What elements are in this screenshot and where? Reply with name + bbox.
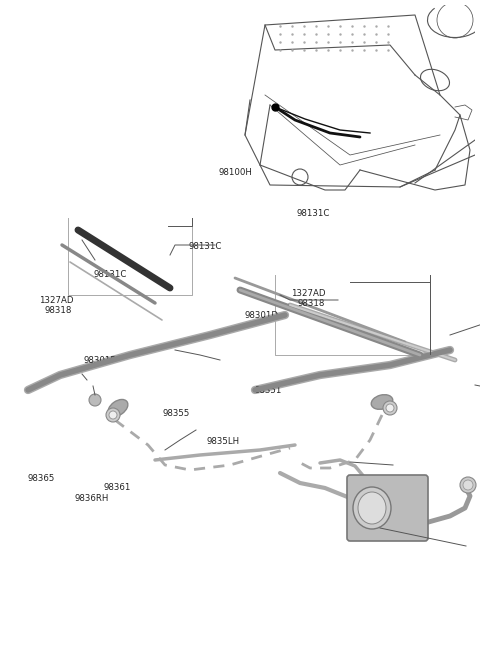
Text: 98318: 98318 <box>45 306 72 315</box>
Text: 98355: 98355 <box>162 409 190 419</box>
Ellipse shape <box>108 399 128 417</box>
Text: 98301P: 98301P <box>84 355 117 365</box>
Ellipse shape <box>358 492 386 524</box>
Text: 1327AD: 1327AD <box>39 296 74 306</box>
Text: 98131C: 98131C <box>189 242 222 251</box>
Text: 98131C: 98131C <box>297 209 330 218</box>
Text: 98361: 98361 <box>103 483 131 492</box>
Circle shape <box>109 411 117 419</box>
Text: 98365: 98365 <box>28 474 55 483</box>
Circle shape <box>460 477 476 493</box>
Circle shape <box>106 408 120 422</box>
Circle shape <box>463 480 473 490</box>
Text: 98131C: 98131C <box>94 270 127 279</box>
Text: 9836RH: 9836RH <box>74 493 109 503</box>
Ellipse shape <box>353 487 391 529</box>
Circle shape <box>386 404 394 412</box>
Ellipse shape <box>371 395 393 409</box>
FancyBboxPatch shape <box>347 475 428 541</box>
Circle shape <box>89 394 101 406</box>
Text: 9835LH: 9835LH <box>206 437 240 446</box>
Circle shape <box>383 401 397 415</box>
Text: 98100H: 98100H <box>219 168 253 177</box>
Text: 1327AD: 1327AD <box>291 289 326 298</box>
Text: 98301D: 98301D <box>245 311 279 320</box>
Text: 98351: 98351 <box>254 386 282 396</box>
Text: 98318: 98318 <box>298 299 325 308</box>
